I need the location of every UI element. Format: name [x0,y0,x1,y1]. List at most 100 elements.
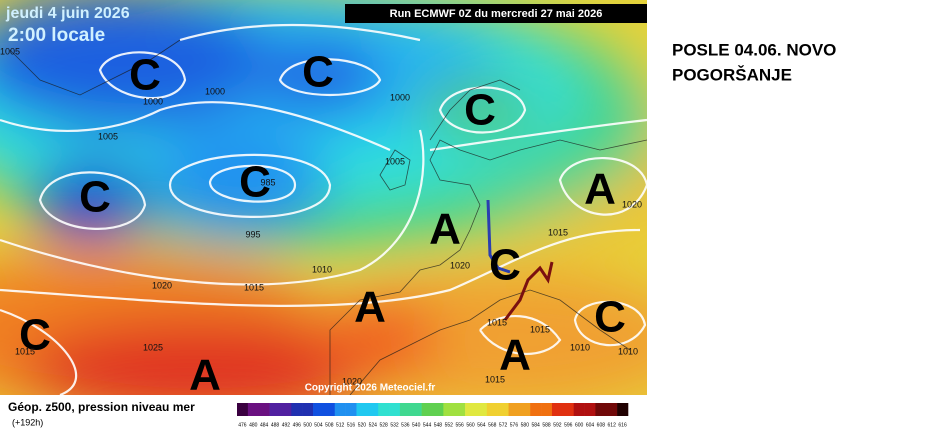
legend-swatch [421,403,433,416]
isobar-label: 1025 [143,342,163,352]
legend-label: 496 [293,422,302,428]
legend-label: 532 [390,422,399,428]
pressure-center: A [354,283,386,332]
isobar-label: 1015 [244,282,264,292]
legend-label: 600 [575,422,584,428]
pressure-center: C [129,51,161,100]
legend-swatch [313,403,325,416]
legend-label: 524 [369,422,378,428]
legend-swatch [486,403,498,416]
legend-swatch [356,403,368,416]
date: jeudi 4 juin 2026 [5,5,130,22]
pressure-center: C [464,86,496,135]
legend-swatch [258,403,270,416]
isobar-label: 1005 [98,131,118,141]
isobar-label: 985 [260,177,275,187]
legend-label: 540 [412,422,421,428]
legend-swatch [334,403,346,416]
legend-label: 588 [542,422,551,428]
legend-label: 592 [553,422,562,428]
legend-swatch [432,403,444,416]
pressure-center: C [19,311,51,360]
legend-swatch [551,403,564,416]
pressure-center: A [584,165,616,214]
legend-swatch [269,403,281,416]
pressure-center: C [489,241,521,290]
legend-label: 560 [466,422,475,428]
legend-label: 476 [238,422,247,428]
legend-label: 584 [532,422,541,428]
isobar-label: 1005 [0,46,20,56]
legend-swatch [291,403,303,416]
legend-swatch [530,403,542,416]
isobar-label: 1015 [487,317,507,327]
legend-label: 616 [618,422,627,428]
legend-label: 504 [314,422,323,428]
legend-swatch [389,403,401,416]
legend-label: 528 [379,422,388,428]
legend-swatch [443,403,455,416]
isobar-label: 1020 [622,199,642,209]
isobar-label: 1015 [530,324,550,334]
legend-label: 552 [445,422,454,428]
legend-label: 564 [477,422,486,428]
legend-label: 604 [586,422,595,428]
legend-swatch [399,403,412,416]
pressure-center: A [429,205,461,254]
legend-swatch [584,403,596,416]
legend-label: 608 [597,422,606,428]
run-text: Run ECMWF 0Z du mercredi 27 mai 2026 [390,8,603,20]
pressure-center: C [594,293,626,342]
isobar-label: 1010 [312,264,332,274]
isobar-label: 1000 [205,86,225,96]
pressure-center: C [79,173,111,222]
legend-lead: (+192h) [12,417,43,427]
isobar-label: 1015 [548,227,568,237]
legend-swatch [454,403,466,416]
isobar-label: 1015 [15,346,35,356]
isobar-label: 1015 [485,374,505,384]
note-line: POGORŠANJE [672,65,792,84]
legend-label: 488 [271,422,280,428]
legend-label: 516 [347,422,356,428]
legend-label: 536 [401,422,410,428]
copyright: Copyright 2026 Meteociel.fr [305,383,436,394]
isobar-label: 1020 [342,376,362,386]
legend-label: 500 [303,422,312,428]
legend-label: 508 [325,422,334,428]
legend-swatch [465,403,477,416]
legend-swatch [345,403,357,416]
legend-label: 612 [608,422,617,428]
legend-swatch [573,403,585,416]
legend-swatch [247,403,260,416]
legend-swatch [606,403,618,416]
legend-label: 480 [249,422,258,428]
legend-label: 544 [423,422,432,428]
time: 2:00 locale [8,25,105,46]
legend-label: 548 [434,422,443,428]
isobar-label: 1020 [152,280,172,290]
isobar-label: 1020 [450,260,470,270]
pressure-center: C [239,158,271,207]
isobar-label: 1010 [570,342,590,352]
isobar-label: 1010 [618,346,638,356]
legend-label: 520 [358,422,367,428]
isobar-label: 995 [245,229,260,239]
isobar-label: 1005 [385,156,405,166]
legend-swatch [323,403,336,416]
legend-title: Géop. z500, pression niveau mer [8,400,195,414]
legend-swatch [237,403,249,416]
legend-label: 484 [260,422,269,428]
pressure-center: C [302,48,334,97]
legend-swatch [302,403,314,416]
legend-swatch [541,403,553,416]
legend-swatch [378,403,390,416]
legend-swatch [508,403,520,416]
legend-swatch [562,403,574,416]
legend-swatch [519,403,531,416]
isobar-label: 1000 [390,92,410,102]
pressure-center: A [189,351,221,400]
